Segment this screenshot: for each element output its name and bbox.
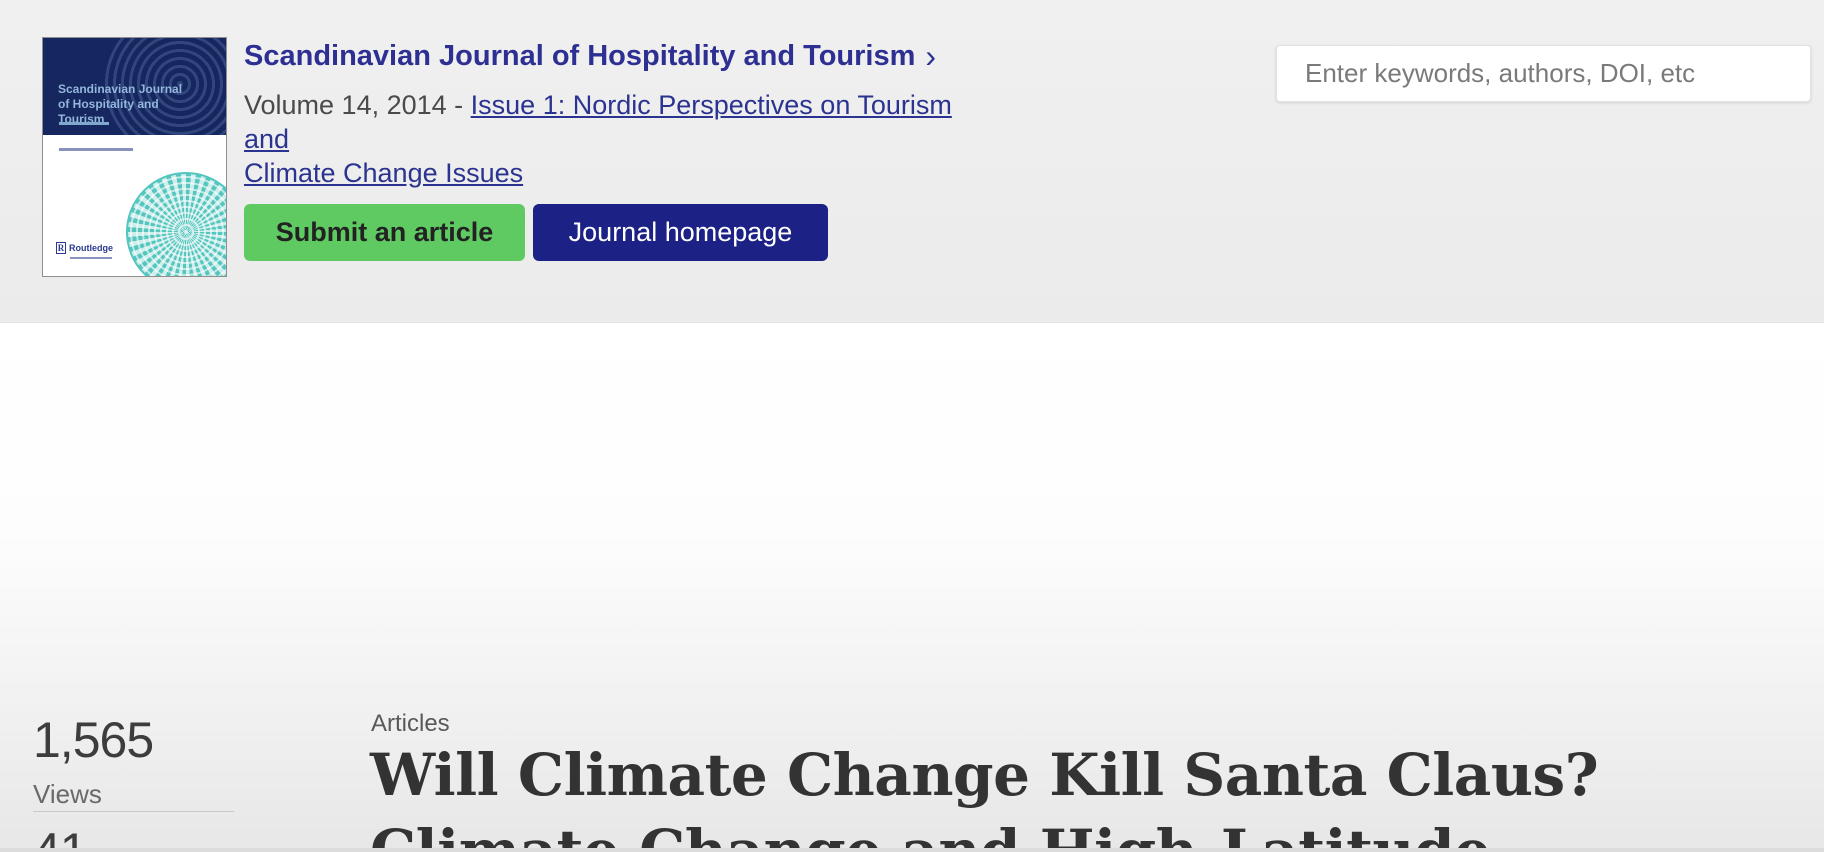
journal-header: Scandinavian Journal of Hospitality and … bbox=[0, 0, 1824, 323]
article-title-line: Will Climate Change Kill Santa Claus? bbox=[370, 741, 1599, 809]
issue-link[interactable]: Issue 1: Nordic Perspectives on Tourism … bbox=[244, 90, 952, 188]
section-bottom-edge bbox=[0, 848, 1824, 852]
search-input[interactable] bbox=[1276, 45, 1811, 102]
section-label: Articles bbox=[371, 710, 450, 737]
article-title-line: Climate Change and High-Latitude bbox=[370, 817, 1491, 852]
volume-label: Volume 14, 2014 - bbox=[244, 90, 471, 120]
routledge-logo: R Routledge bbox=[56, 242, 113, 254]
journal-title: Scandinavian Journal of Hospitality and … bbox=[244, 40, 916, 72]
volume-issue-line: Volume 14, 2014 - Issue 1: Nordic Perspe… bbox=[244, 88, 964, 190]
routledge-tagline-line bbox=[70, 257, 112, 259]
submit-article-button[interactable]: Submit an article bbox=[244, 204, 525, 261]
crossref-count: 41 bbox=[33, 823, 88, 852]
metrics-sidebar: 1,565 Views 41 CrossRef citations to dat… bbox=[33, 715, 238, 852]
cover-journal-name: Scandinavian Journal of Hospitality and … bbox=[58, 82, 183, 126]
metric-divider bbox=[33, 811, 234, 812]
journal-title-link[interactable]: Scandinavian Journal of Hospitality and … bbox=[244, 40, 936, 73]
journal-homepage-button[interactable]: Journal homepage bbox=[533, 204, 828, 261]
journal-cover-thumbnail: Scandinavian Journal of Hospitality and … bbox=[42, 37, 227, 277]
cover-website-line bbox=[59, 122, 109, 125]
article-main-section: 1,565 Views 41 CrossRef citations to dat… bbox=[0, 323, 1824, 852]
cover-volume-line bbox=[59, 148, 133, 151]
header-buttons: Submit an article Journal homepage bbox=[244, 204, 828, 261]
cover-navy-band: Scandinavian Journal of Hospitality and … bbox=[43, 38, 226, 135]
routledge-label: Routledge bbox=[69, 243, 113, 253]
views-count: 1,565 bbox=[33, 712, 154, 768]
views-label: Views bbox=[33, 779, 102, 809]
cover-seal-illustration bbox=[126, 172, 226, 276]
article-title: Will Climate Change Kill Santa Claus? Cl… bbox=[370, 737, 1660, 852]
chevron-right-icon: › bbox=[925, 38, 937, 74]
routledge-r-icon: R bbox=[56, 242, 66, 254]
